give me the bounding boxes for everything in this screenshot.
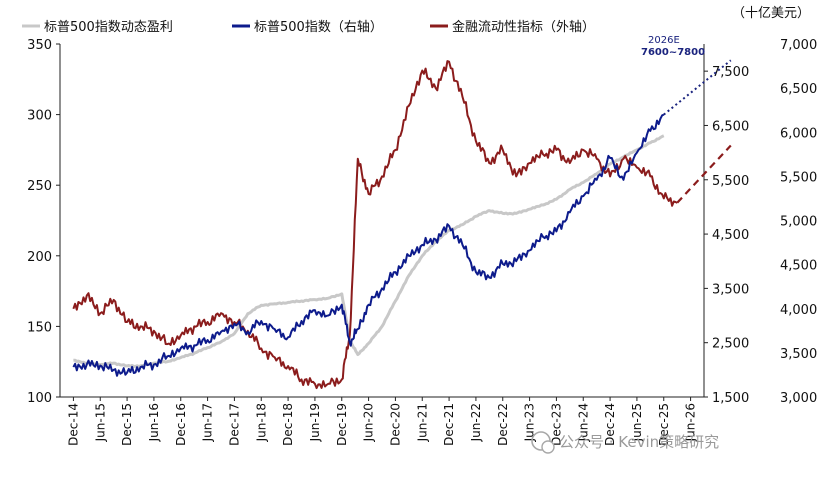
x-tick-label: Jun-25 (630, 403, 644, 442)
series-spx-forecast (663, 59, 732, 116)
legend: 标普500指数动态盈利 标普500指数（右轴） 金融流动性指标（外轴） （十亿美… (22, 6, 810, 35)
right-tick-label: 1,500 (712, 391, 749, 406)
x-tick-label: Jun-26 (684, 403, 698, 442)
x-tick-label: Dec-19 (335, 403, 349, 446)
x-tick-label: Jun-19 (308, 403, 322, 442)
x-tick-label: Jun-16 (147, 403, 161, 442)
x-tick-label: Dec-18 (281, 403, 295, 446)
x-tick-label: Dec-21 (442, 403, 456, 446)
x-tick-label: Dec-15 (120, 403, 134, 446)
outer-tick-label: 3,000 (780, 391, 817, 406)
left-tick-label: 250 (27, 179, 52, 194)
x-tick-label: Dec-24 (603, 403, 617, 446)
x-tick-label: Jun-24 (576, 403, 590, 442)
watermark: 公众号 · Kevin策略研究 (531, 431, 719, 454)
unit-label: （十亿美元） (732, 6, 810, 21)
outer-tick-label: 4,000 (780, 303, 817, 318)
x-tick-label: Dec-16 (174, 403, 188, 446)
right-tick-label: 2,500 (712, 337, 749, 352)
outer-tick-label: 6,500 (780, 82, 817, 97)
right-axis-ticks: 1,500 2,500 3,500 4,500 5,500 6,500 7,500 (704, 65, 749, 406)
x-tick-label: Jun-22 (469, 403, 483, 442)
outer-tick-label: 5,000 (780, 215, 817, 230)
outer-tick-label: 6,000 (780, 126, 817, 141)
wechat-icon-dot (541, 440, 555, 454)
left-tick-label: 200 (27, 250, 52, 265)
right-tick-label: 5,500 (712, 174, 749, 189)
legend-label-eps: 标普500指数动态盈利 (44, 20, 173, 35)
x-tick-label: Jun-17 (201, 403, 215, 442)
series-layer (72, 59, 732, 390)
left-tick-label: 350 (27, 38, 52, 53)
series-liq (72, 60, 678, 390)
x-axis-ticks: Dec-14 Jun-15 Dec-15 Jun-16 Dec-16 Jun-17 Dec-… (66, 397, 698, 446)
x-tick-label: Dec-14 (66, 403, 80, 446)
annotation-year: 2026E (648, 35, 680, 46)
right-tick-label: 7,500 (712, 65, 749, 80)
legend-label-liq: 金融流动性指标（外轴） (452, 19, 595, 35)
right-tick-label: 3,500 (712, 282, 749, 297)
x-tick-label: Jun-15 (93, 403, 107, 442)
outer-tick-label: 5,500 (780, 170, 817, 185)
outer-tick-label: 7,000 (780, 38, 817, 53)
left-tick-label: 100 (27, 391, 52, 406)
x-tick-label: Jun-21 (415, 403, 429, 442)
annotation-range: 7600~7800 (641, 47, 705, 58)
legend-label-spx: 标普500指数（右轴） (254, 20, 383, 35)
x-tick-label: Jun-20 (362, 403, 376, 442)
outer-axis-ticks: 3,000 3,500 4,000 4,500 5,000 5,500 6,000 6,500… (780, 38, 817, 406)
series-eps (73, 134, 665, 368)
right-tick-label: 6,500 (712, 119, 749, 134)
series-liq-forecast (676, 144, 732, 204)
x-tick-label: Dec-23 (549, 403, 563, 446)
watermark-text: 公众号 · Kevin策略研究 (559, 433, 719, 451)
left-tick-label: 300 (27, 109, 52, 124)
x-tick-label: Dec-20 (388, 403, 402, 446)
left-axis-ticks: 100 150 200 250 300 350 (27, 38, 60, 406)
x-tick-label: Dec-17 (227, 403, 241, 446)
outer-tick-label: 4,500 (780, 259, 817, 274)
right-tick-label: 4,500 (712, 228, 749, 243)
outer-tick-label: 3,500 (780, 347, 817, 362)
x-tick-label: Dec-22 (496, 403, 510, 446)
x-tick-label: Jun-18 (254, 403, 268, 442)
x-tick-label: Dec-25 (657, 403, 671, 446)
forecast-annotation: 2026E 7600~7800 (641, 35, 705, 58)
series-spx (72, 113, 665, 377)
x-tick-label: Jun-23 (523, 403, 537, 442)
left-tick-label: 150 (27, 320, 52, 335)
